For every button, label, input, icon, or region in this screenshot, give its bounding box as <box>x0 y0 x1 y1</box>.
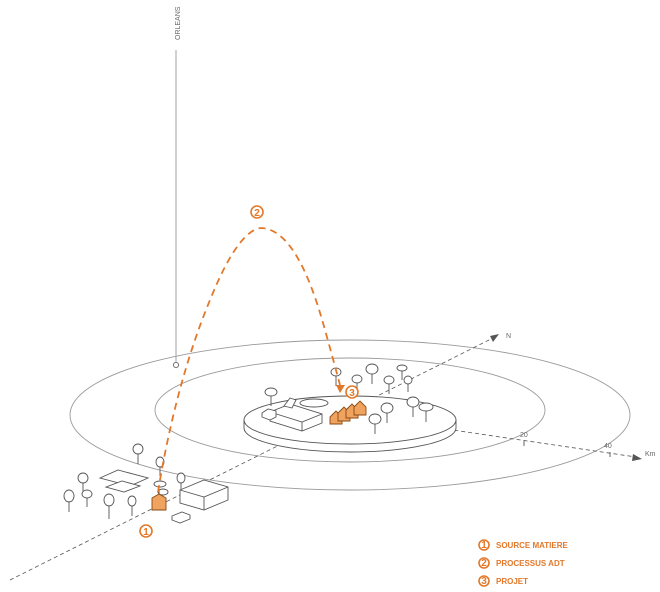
svg-text:3: 3 <box>481 576 487 587</box>
distance-unit-label: Km <box>645 451 656 458</box>
orleans-label: ORLEANS <box>175 6 182 40</box>
svg-text:PROJET: PROJET <box>496 577 528 586</box>
middle-ring <box>154 357 546 463</box>
svg-text:2: 2 <box>481 558 487 569</box>
step-marker-2: 2 <box>250 205 264 219</box>
project-buildings <box>329 400 367 425</box>
legend-item-project: 3 PROJET <box>478 575 528 587</box>
distance-tick-20: 20 <box>520 432 528 439</box>
legend-item-source: 1 SOURCE MATIERE <box>478 539 569 551</box>
svg-text:2: 2 <box>254 208 260 219</box>
svg-text:1: 1 <box>143 527 149 538</box>
trees <box>63 363 434 519</box>
step-marker-3: 3 <box>345 385 359 399</box>
legend: 1 SOURCE MATIERE 2 PROCESSUS ADT 3 PROJE… <box>478 539 569 587</box>
orleans-marker: ORLEANS <box>172 6 182 369</box>
svg-text:SOURCE MATIERE: SOURCE MATIERE <box>496 541 569 550</box>
svg-text:3: 3 <box>349 388 355 399</box>
north-label: N <box>506 333 511 340</box>
outer-ring <box>69 339 631 491</box>
adt-process-arc <box>157 227 345 493</box>
svg-text:1: 1 <box>481 540 487 551</box>
existing-buildings <box>261 397 323 432</box>
legend-item-process: 2 PROCESSUS ADT <box>478 557 565 569</box>
svg-text:PROCESSUS ADT: PROCESSUS ADT <box>496 559 565 568</box>
source-site <box>98 469 229 524</box>
north-axis: N <box>9 333 511 581</box>
distance-tick-40: 40 <box>604 443 612 450</box>
step-marker-1: 1 <box>139 524 153 538</box>
